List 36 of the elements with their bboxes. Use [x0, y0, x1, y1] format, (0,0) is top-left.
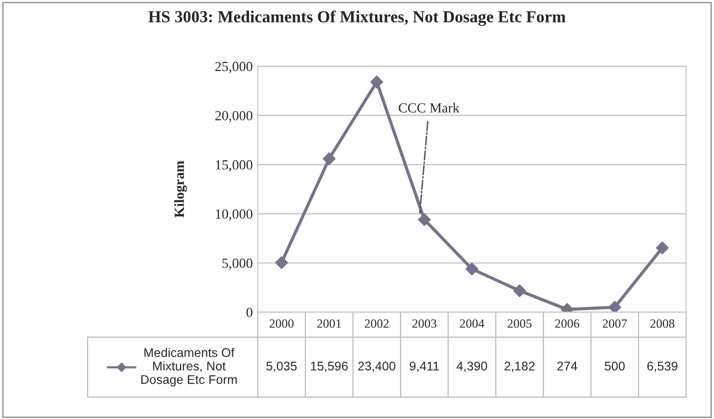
x-tick-label: 2002	[364, 319, 389, 328]
legend-label: Medicaments Of Mixtures, Not Dosage Etc Form	[141, 348, 237, 386]
point	[608, 300, 622, 312]
y-tick-label: 20,000	[215, 110, 252, 122]
point	[513, 284, 526, 298]
y-tick-label: 10,000	[216, 209, 252, 221]
annotation: CCC Mark	[398, 102, 460, 113]
x-tick-label: 2006	[555, 319, 580, 328]
data-label: 23,400	[358, 362, 396, 372]
data-label: 274	[557, 362, 578, 370]
data-label: 500	[604, 362, 625, 370]
x-tick-label: 2003	[412, 319, 436, 328]
y-axis-title: Kilogram	[174, 160, 187, 218]
data-label: 2,182	[504, 362, 535, 372]
point	[418, 213, 431, 226]
data-label: 5,035	[266, 362, 297, 372]
y-tick-label: 25,000	[215, 62, 252, 74]
data-label: 9,411	[410, 362, 439, 372]
point	[275, 256, 288, 270]
point	[656, 241, 669, 254]
x-tick-label: 2000	[270, 319, 294, 328]
point	[322, 152, 336, 166]
x-tick-label: 2007	[602, 319, 627, 328]
data-label: 4,390	[456, 362, 488, 372]
x-tick-label: 2008	[650, 319, 674, 328]
y-tick-label: 5,000	[222, 258, 252, 270]
point	[466, 262, 478, 276]
x-tick-label: 2001	[317, 319, 341, 328]
x-tick-label: 2004	[460, 319, 484, 328]
y-tick-label: 15,000	[216, 160, 252, 172]
y-tick-label: 0	[246, 308, 252, 318]
data-label: 15,596	[310, 362, 348, 372]
x-tick-label: 2005	[508, 319, 532, 328]
chart-title: HS 3003: Medicaments Of Mixtures, Not Dosage Etc Form	[148, 10, 566, 26]
data-label: 6,539	[647, 362, 678, 372]
point	[370, 76, 384, 88]
